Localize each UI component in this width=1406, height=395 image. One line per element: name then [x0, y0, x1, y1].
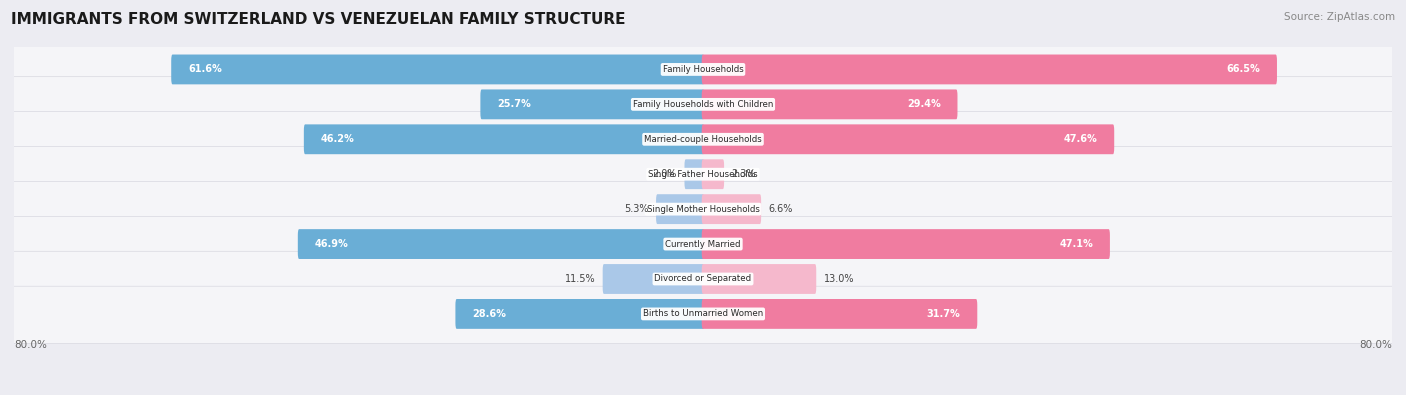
FancyBboxPatch shape: [702, 264, 817, 294]
Text: 11.5%: 11.5%: [565, 274, 595, 284]
FancyBboxPatch shape: [298, 229, 704, 259]
Text: 47.6%: 47.6%: [1064, 134, 1098, 144]
FancyBboxPatch shape: [0, 216, 1406, 274]
FancyBboxPatch shape: [0, 77, 1406, 134]
FancyBboxPatch shape: [603, 264, 704, 294]
FancyBboxPatch shape: [0, 286, 1406, 344]
FancyBboxPatch shape: [702, 194, 761, 224]
FancyBboxPatch shape: [0, 147, 1406, 204]
Text: 80.0%: 80.0%: [14, 340, 46, 350]
Text: Family Households with Children: Family Households with Children: [633, 100, 773, 109]
Text: 47.1%: 47.1%: [1059, 239, 1092, 249]
Text: Births to Unmarried Women: Births to Unmarried Women: [643, 309, 763, 318]
FancyBboxPatch shape: [702, 89, 957, 119]
FancyBboxPatch shape: [172, 55, 704, 85]
Text: 61.6%: 61.6%: [188, 64, 222, 74]
FancyBboxPatch shape: [456, 299, 704, 329]
FancyBboxPatch shape: [0, 181, 1406, 239]
Text: Divorced or Separated: Divorced or Separated: [654, 275, 752, 284]
FancyBboxPatch shape: [702, 299, 977, 329]
Text: Source: ZipAtlas.com: Source: ZipAtlas.com: [1284, 12, 1395, 22]
Text: 25.7%: 25.7%: [498, 100, 531, 109]
Text: Single Mother Households: Single Mother Households: [647, 205, 759, 214]
FancyBboxPatch shape: [702, 124, 1114, 154]
FancyBboxPatch shape: [702, 229, 1109, 259]
FancyBboxPatch shape: [0, 42, 1406, 99]
FancyBboxPatch shape: [702, 55, 1277, 85]
FancyBboxPatch shape: [0, 251, 1406, 308]
Text: Currently Married: Currently Married: [665, 240, 741, 248]
Text: 46.9%: 46.9%: [315, 239, 349, 249]
Text: 5.3%: 5.3%: [624, 204, 648, 214]
Text: Single Father Households: Single Father Households: [648, 170, 758, 179]
Text: IMMIGRANTS FROM SWITZERLAND VS VENEZUELAN FAMILY STRUCTURE: IMMIGRANTS FROM SWITZERLAND VS VENEZUELA…: [11, 12, 626, 27]
Text: 6.6%: 6.6%: [769, 204, 793, 214]
FancyBboxPatch shape: [702, 159, 724, 189]
FancyBboxPatch shape: [685, 159, 704, 189]
FancyBboxPatch shape: [481, 89, 704, 119]
Text: Family Households: Family Households: [662, 65, 744, 74]
Text: 13.0%: 13.0%: [824, 274, 853, 284]
Text: 46.2%: 46.2%: [321, 134, 354, 144]
Text: 80.0%: 80.0%: [1360, 340, 1392, 350]
Text: 31.7%: 31.7%: [927, 309, 960, 319]
FancyBboxPatch shape: [657, 194, 704, 224]
Text: 66.5%: 66.5%: [1226, 64, 1260, 74]
FancyBboxPatch shape: [0, 112, 1406, 169]
Text: 2.3%: 2.3%: [731, 169, 756, 179]
Text: Married-couple Households: Married-couple Households: [644, 135, 762, 144]
Text: 2.0%: 2.0%: [652, 169, 678, 179]
FancyBboxPatch shape: [304, 124, 704, 154]
Text: 29.4%: 29.4%: [907, 100, 941, 109]
Text: 28.6%: 28.6%: [472, 309, 506, 319]
